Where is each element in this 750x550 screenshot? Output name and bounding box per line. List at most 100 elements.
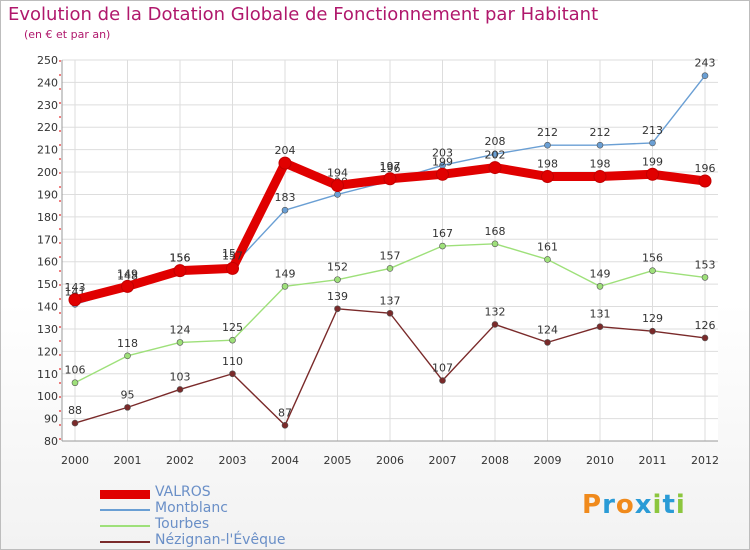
x-tick-label: 2004 (271, 454, 299, 467)
data-label-valros: 157 (222, 249, 243, 262)
data-point-n-zignan-l-v-que (386, 309, 394, 317)
chart-subtitle: (en € et par an) (24, 28, 111, 41)
y-tick-label: 170 (37, 233, 58, 246)
data-label-n-zignan-l-v-que: 137 (380, 294, 401, 307)
data-point-n-zignan-l-v-que (439, 377, 446, 384)
data-point-tourbes (491, 240, 499, 248)
data-label-tourbes: 118 (117, 337, 138, 350)
chart-title: Evolution de la Dotation Globale de Fonc… (8, 4, 599, 25)
data-point-tourbes (649, 267, 656, 274)
data-point-tourbes (596, 283, 604, 290)
data-point-montblanc (334, 191, 341, 198)
data-point-tourbes (124, 352, 131, 360)
x-tick-label: 2012 (691, 454, 719, 467)
y-tick-label: 80 (44, 435, 58, 448)
legend-swatch (100, 509, 150, 511)
y-tick-label: 90 (44, 413, 58, 426)
x-tick-label: 2006 (376, 454, 404, 467)
data-label-tourbes: 168 (485, 225, 506, 238)
legend-swatch (100, 525, 150, 527)
data-label-valros: 202 (485, 149, 506, 162)
data-label-tourbes: 153 (695, 258, 716, 271)
data-label-montblanc: 212 (537, 126, 558, 139)
data-label-montblanc: 183 (275, 191, 296, 204)
data-point-n-zignan-l-v-que (334, 305, 341, 313)
data-label-n-zignan-l-v-que: 139 (327, 290, 348, 303)
y-tick-label: 230 (37, 99, 58, 112)
data-point-n-zignan-l-v-que (71, 419, 79, 427)
data-label-tourbes: 125 (222, 321, 243, 334)
x-tick-label: 2005 (324, 454, 352, 467)
data-point-valros (593, 170, 607, 184)
data-label-montblanc: 243 (695, 57, 716, 70)
data-label-valros: 199 (432, 155, 453, 168)
data-point-n-zignan-l-v-que (596, 323, 604, 331)
legend-label: Tourbes (155, 516, 210, 532)
legend-label: VALROS (155, 484, 211, 500)
y-tick-label: 200 (37, 166, 58, 179)
x-tick-label: 2001 (114, 454, 142, 467)
y-tick-label: 140 (37, 301, 58, 314)
data-point-tourbes (701, 274, 709, 281)
data-label-tourbes: 152 (327, 261, 348, 274)
data-label-tourbes: 157 (380, 249, 401, 262)
y-tick-label: 160 (37, 256, 58, 269)
proxiti-logo: Proxiti (582, 490, 686, 520)
data-label-n-zignan-l-v-que: 95 (121, 388, 135, 401)
data-label-n-zignan-l-v-que: 126 (695, 319, 716, 332)
data-point-valros (173, 264, 187, 278)
data-label-montblanc: 203 (432, 146, 453, 159)
y-tick-label: 220 (37, 121, 58, 134)
data-label-montblanc: 213 (642, 124, 663, 137)
data-point-montblanc (491, 150, 499, 158)
legend-swatch (100, 541, 150, 543)
data-label-tourbes: 161 (537, 240, 558, 253)
data-point-valros (331, 179, 344, 193)
y-tick-label: 180 (37, 211, 58, 224)
data-point-n-zignan-l-v-que (649, 327, 656, 335)
y-tick-label: 120 (37, 345, 58, 358)
data-point-valros (226, 261, 239, 275)
data-point-montblanc (281, 206, 289, 214)
y-tick-label: 240 (37, 76, 58, 89)
y-tick-label: 130 (37, 323, 58, 336)
data-label-montblanc: 196 (380, 162, 401, 175)
chart-legend: VALROS Montblanc Tourbes Nézignan-l'Évêque (100, 484, 360, 550)
data-label-montblanc: 208 (485, 135, 506, 148)
legend-item: VALROS (100, 484, 360, 502)
x-tick-label: 2003 (219, 454, 247, 467)
data-point-tourbes (281, 283, 289, 290)
data-point-n-zignan-l-v-que (491, 321, 499, 328)
data-point-n-zignan-l-v-que (176, 386, 184, 393)
data-point-tourbes (386, 265, 394, 272)
data-point-tourbes (439, 242, 446, 250)
data-point-n-zignan-l-v-que (544, 339, 551, 346)
data-label-n-zignan-l-v-que: 124 (537, 323, 558, 336)
data-point-valros (68, 293, 82, 307)
data-label-montblanc: 212 (590, 126, 611, 139)
data-label-n-zignan-l-v-que: 87 (278, 406, 292, 419)
data-label-valros: 156 (170, 252, 191, 265)
legend-label: Montblanc (155, 500, 228, 516)
legend-label: Nézignan-l'Évêque (155, 532, 286, 548)
data-point-montblanc (596, 141, 604, 149)
x-tick-label: 2007 (429, 454, 457, 467)
data-point-valros (383, 172, 397, 186)
x-tick-label: 2002 (166, 454, 194, 467)
x-tick-label: 2008 (481, 454, 509, 467)
data-point-n-zignan-l-v-que (229, 370, 236, 378)
legend-item: Montblanc (100, 500, 360, 518)
data-point-n-zignan-l-v-que (701, 334, 709, 342)
legend-swatch (100, 489, 150, 499)
y-tick-label: 250 (37, 54, 58, 67)
data-point-n-zignan-l-v-que (124, 404, 131, 411)
data-point-tourbes (334, 276, 341, 283)
x-tick-label: 2009 (534, 454, 562, 467)
data-label-valros: 198 (590, 158, 611, 171)
x-tick-label: 2011 (639, 454, 667, 467)
data-point-tourbes (544, 256, 551, 263)
data-label-n-zignan-l-v-que: 107 (432, 361, 453, 374)
data-point-valros (436, 167, 449, 181)
data-label-tourbes: 106 (65, 364, 86, 377)
